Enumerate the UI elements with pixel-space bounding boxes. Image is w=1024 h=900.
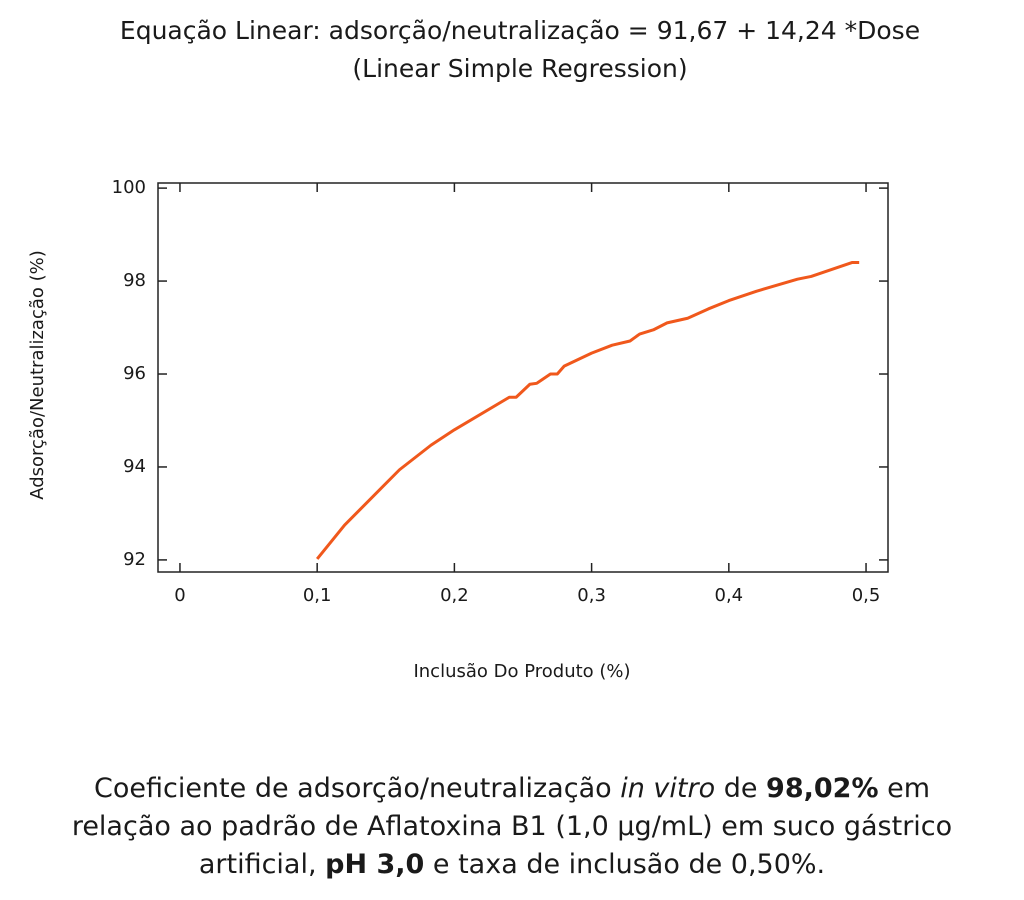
caption-text: e taxa de inclusão de 0,50%. [424,849,826,880]
caption-line: Coeficiente de adsorção/neutralização in… [0,770,1024,808]
caption-line: artificial, pH 3,0 e taxa de inclusão de… [0,846,1024,884]
caption-text: in vitro [620,773,716,804]
y-tick-label: 94 [123,456,146,477]
caption-text: artificial, [198,849,326,880]
caption-text: Coeficiente de adsorção/neutralização [93,773,621,804]
caption-text: pH 3,0 [325,849,425,880]
caption-text: em [878,773,931,804]
x-tick-label: 0,5 [852,585,881,606]
x-axis-label: Inclusão Do Produto (%) [413,661,630,682]
caption-text: relação ao padrão de Aflatoxina B1 (1,0 … [71,811,953,842]
caption: Coeficiente de adsorção/neutralização in… [0,770,1024,884]
data-line [316,260,860,560]
caption-text: 98,02% [766,773,879,804]
y-tick-label: 92 [123,549,146,570]
chart-subtitle: (Linear Simple Regression) [352,54,687,83]
caption-line: relação ao padrão de Aflatoxina B1 (1,0 … [0,808,1024,846]
chart-title: Equação Linear: adsorção/neutralização =… [120,16,920,45]
plot-frame [157,182,889,573]
y-axis-label: Adsorção/Neutralização (%) [27,250,48,500]
y-tick-label: 98 [123,270,146,291]
y-tick-label: 100 [112,177,146,198]
x-tick-label: 0 [174,585,185,606]
x-tick-label: 0,1 [303,585,332,606]
caption-text: de [715,773,767,804]
x-tick-label: 0,2 [440,585,469,606]
x-tick-label: 0,4 [715,585,744,606]
x-tick-label: 0,3 [577,585,606,606]
y-tick-label: 96 [123,363,146,384]
chart: Equação Linear: adsorção/neutralização =… [27,16,920,682]
